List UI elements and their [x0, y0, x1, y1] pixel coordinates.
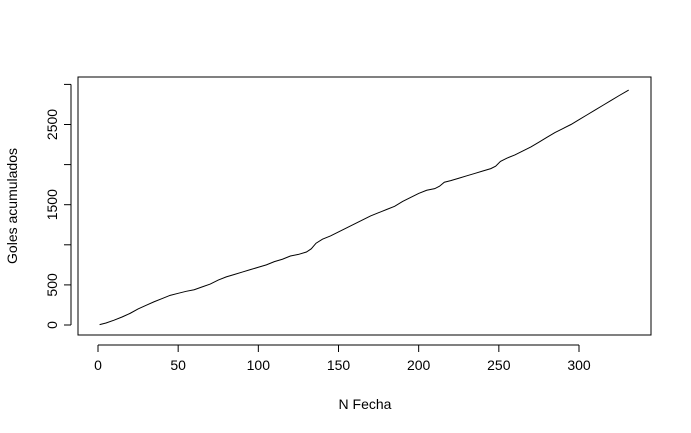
x-axis-title: N Fecha: [339, 396, 392, 412]
x-tick-label: 50: [170, 357, 186, 373]
y-axis: 0 500 1500 2500: [44, 83, 72, 329]
y-tick-label: 2500: [44, 109, 60, 140]
y-tick-label: 500: [44, 273, 60, 297]
plot-box: [77, 76, 652, 336]
x-tick-label: 100: [247, 357, 271, 373]
y-axis-title: Goles acumulados: [4, 148, 20, 264]
x-tick-label: 150: [327, 357, 351, 373]
x-tick-label: 200: [407, 357, 431, 373]
x-axis: 0 50 100 150 200 250 300: [94, 344, 591, 373]
x-tick-label: 250: [487, 357, 511, 373]
x-tick-label: 0: [94, 357, 102, 373]
x-tick-label: 300: [567, 357, 591, 373]
y-tick-label: 1500: [44, 189, 60, 220]
series-line: [99, 89, 629, 326]
y-tick-label: 0: [44, 321, 60, 329]
